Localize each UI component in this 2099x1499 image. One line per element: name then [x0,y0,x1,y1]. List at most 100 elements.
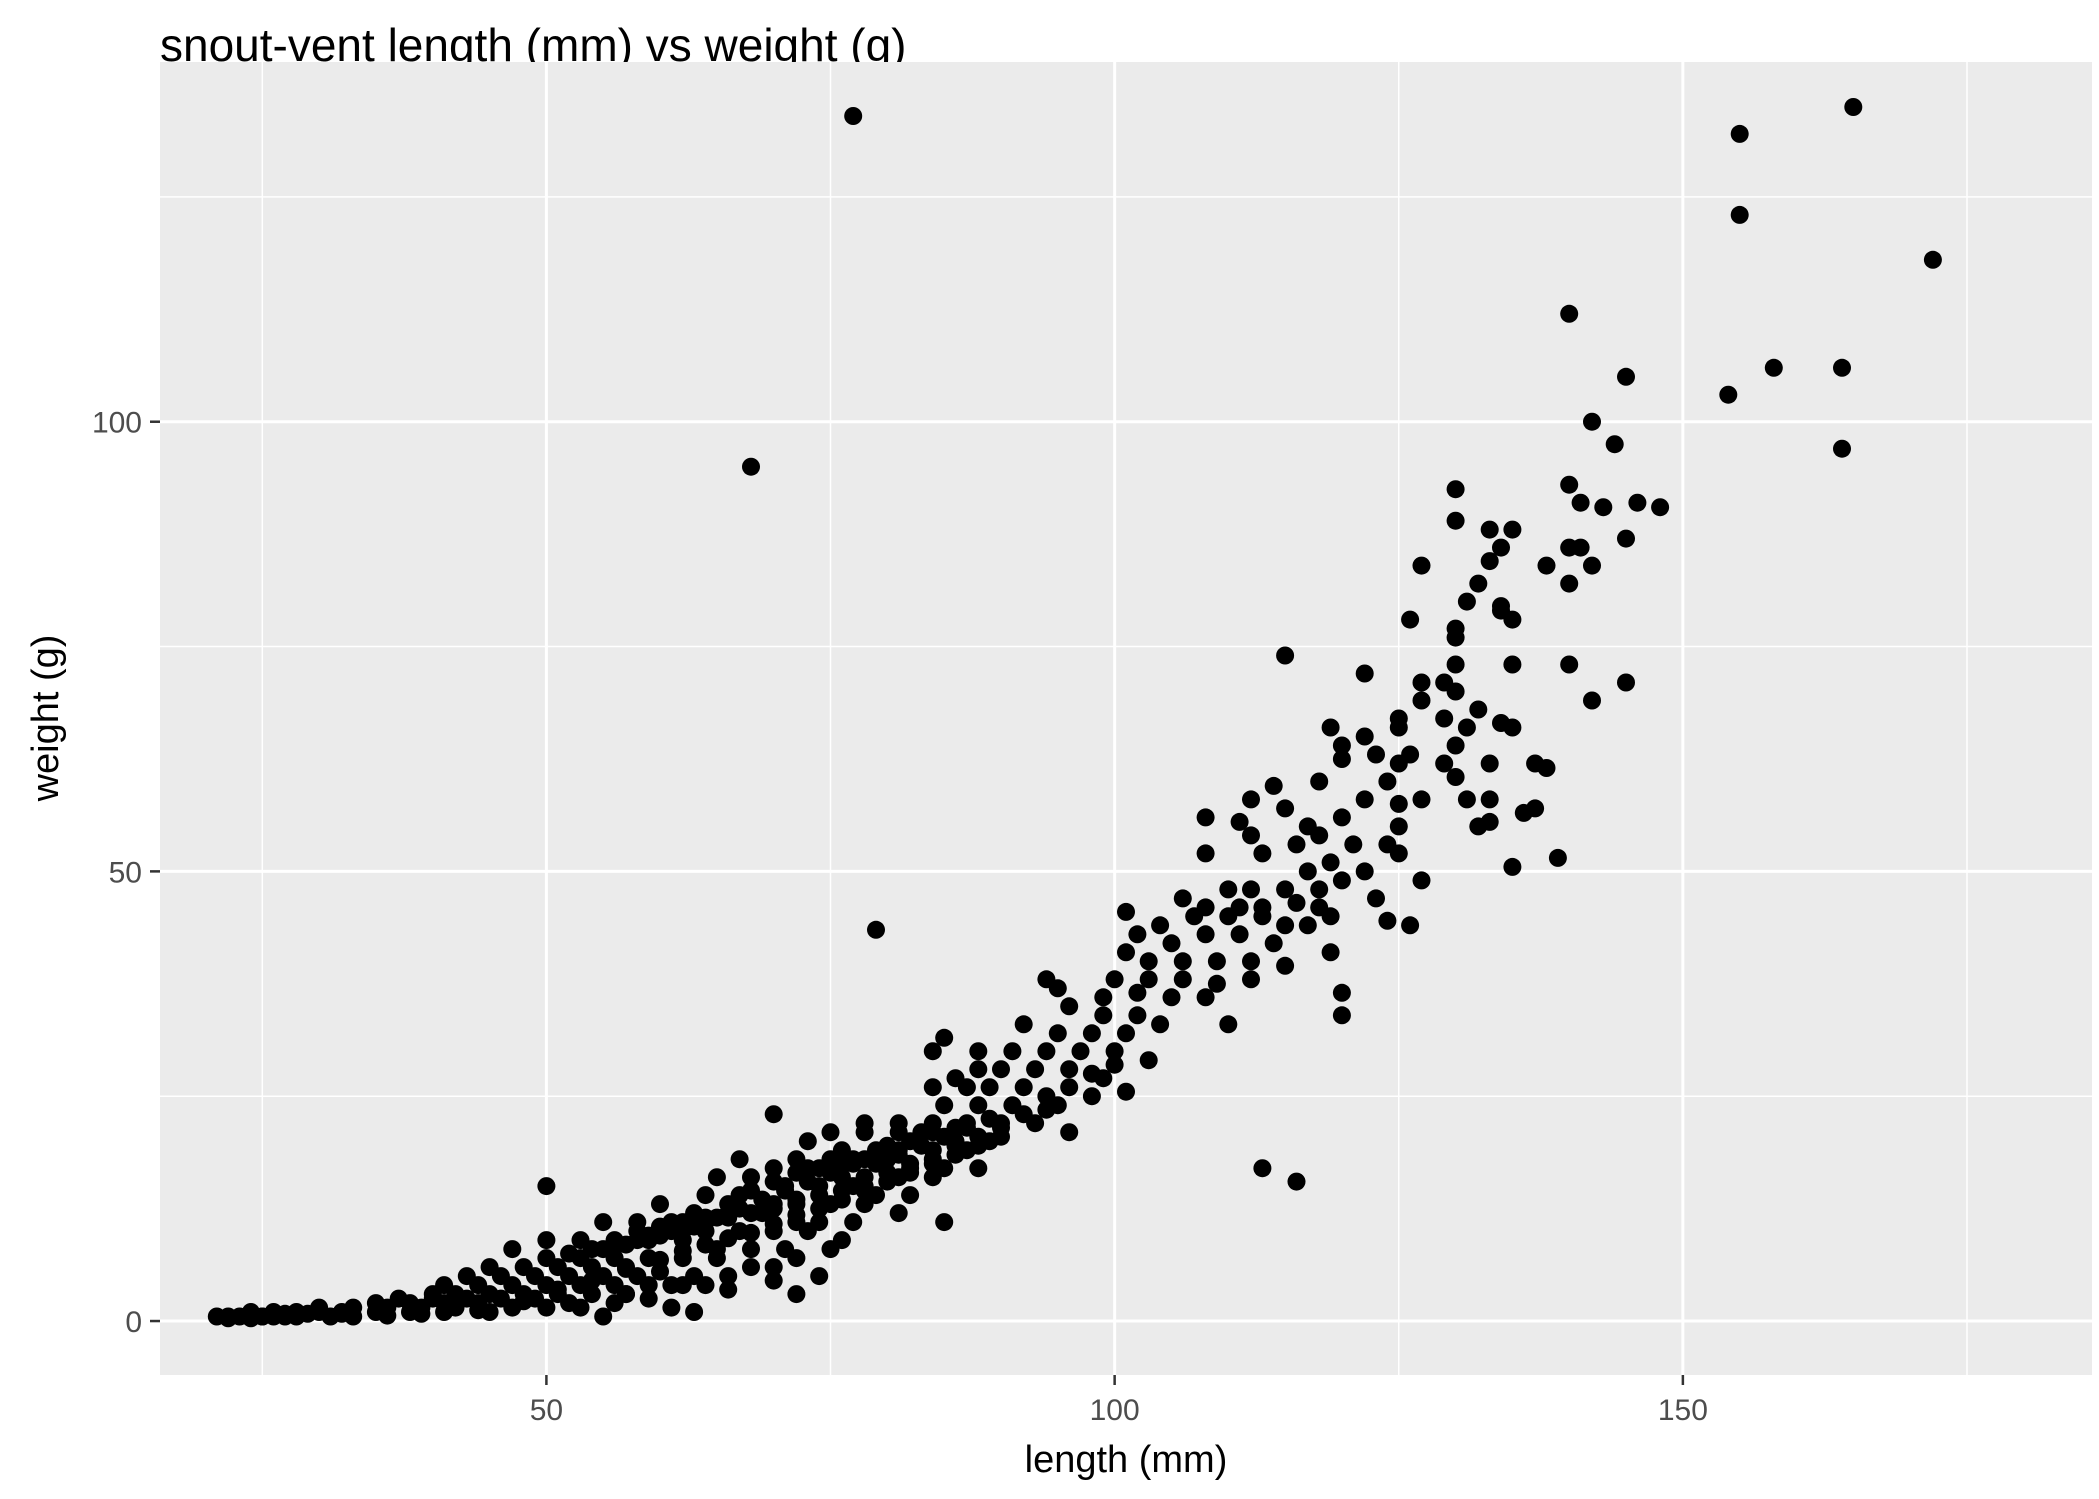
data-point [1207,952,1226,971]
data-point [1617,673,1635,692]
data-point [1503,655,1522,674]
data-point [1196,808,1215,827]
data-point [1719,385,1738,404]
data-point [1003,1042,1022,1061]
data-point [855,1123,874,1142]
data-point [764,1271,783,1290]
data-point [1833,358,1851,377]
data-point [1026,1060,1045,1079]
data-point [1105,970,1124,989]
data-point [798,1172,817,1191]
data-point [742,1223,760,1242]
data-point [1298,862,1317,881]
data-point [1492,538,1510,557]
data-point [798,1222,817,1241]
data-point [1321,853,1340,872]
data-point [980,1078,999,1097]
data-point [1457,718,1476,737]
data-point [321,1307,340,1326]
data-point [1435,709,1454,728]
x-axis-tick-labels: 50 100 150 [530,1394,1708,1427]
data-point [594,1213,613,1232]
data-point [1060,1060,1079,1079]
data-point [1446,768,1465,786]
data-point [969,1060,988,1079]
data-point [1332,871,1351,890]
data-point [1230,812,1249,831]
data-point [787,1190,806,1209]
data-point [1389,817,1408,836]
data-point [1094,988,1113,1007]
data-point [742,1258,760,1277]
data-point [1560,304,1579,323]
data-point [1276,956,1295,975]
data-point [1446,655,1465,674]
data-point [1355,790,1374,809]
data-point [923,1078,942,1097]
data-point [935,1213,954,1232]
data-point [651,1250,669,1269]
data-point [1128,983,1147,1002]
data-point [1480,812,1499,831]
data-point [764,1105,783,1124]
data-point [1412,871,1431,890]
data-point [1548,848,1567,867]
data-point [582,1271,601,1290]
data-point [1219,907,1238,926]
data-point [1389,794,1408,813]
data-point [662,1298,681,1317]
data-point [1128,1006,1147,1025]
data-point [1367,745,1385,764]
data-point [1173,889,1192,908]
data-point [1480,552,1499,571]
data-point [1139,952,1158,971]
data-point [1401,916,1420,935]
data-point [1173,970,1192,989]
data-point [867,920,885,939]
data-point [1117,1082,1135,1101]
data-point [719,1229,738,1248]
data-point [1469,700,1488,719]
data-point [287,1307,306,1326]
data-point [537,1177,556,1196]
data-point [1480,790,1499,809]
data-point [764,1199,783,1218]
data-point [1412,790,1431,809]
data-point [901,1186,920,1205]
data-point [1207,974,1226,993]
data-point [696,1213,715,1232]
data-point [1571,538,1590,557]
data-point [1276,646,1295,665]
data-point [673,1276,692,1295]
data-point [1196,925,1215,944]
data-point [1173,952,1192,971]
data-point [1446,480,1465,499]
data-point [435,1303,454,1321]
y-axis-label: weight (g) [25,635,67,803]
data-point [1367,889,1385,908]
data-point [1628,493,1647,512]
data-point [1503,520,1522,539]
data-point [1037,1042,1056,1061]
data-point [969,1127,988,1146]
data-point [810,1199,829,1218]
data-point [1503,857,1522,876]
data-point [1060,1123,1079,1142]
data-point [1060,997,1079,1016]
data-point [1355,727,1374,746]
data-point [1469,574,1488,593]
data-point [1048,979,1067,998]
data-point [1310,826,1329,845]
data-point [1151,1015,1170,1034]
data-point [969,1042,988,1061]
data-point [764,1159,783,1178]
data-points [207,98,1942,1328]
data-point [1071,1042,1090,1061]
data-point [1264,934,1283,953]
data-point [707,1168,726,1187]
data-point [412,1304,431,1323]
data-point [560,1244,579,1263]
data-point [1332,750,1351,768]
data-point [1583,556,1601,575]
data-point [1162,988,1181,1007]
